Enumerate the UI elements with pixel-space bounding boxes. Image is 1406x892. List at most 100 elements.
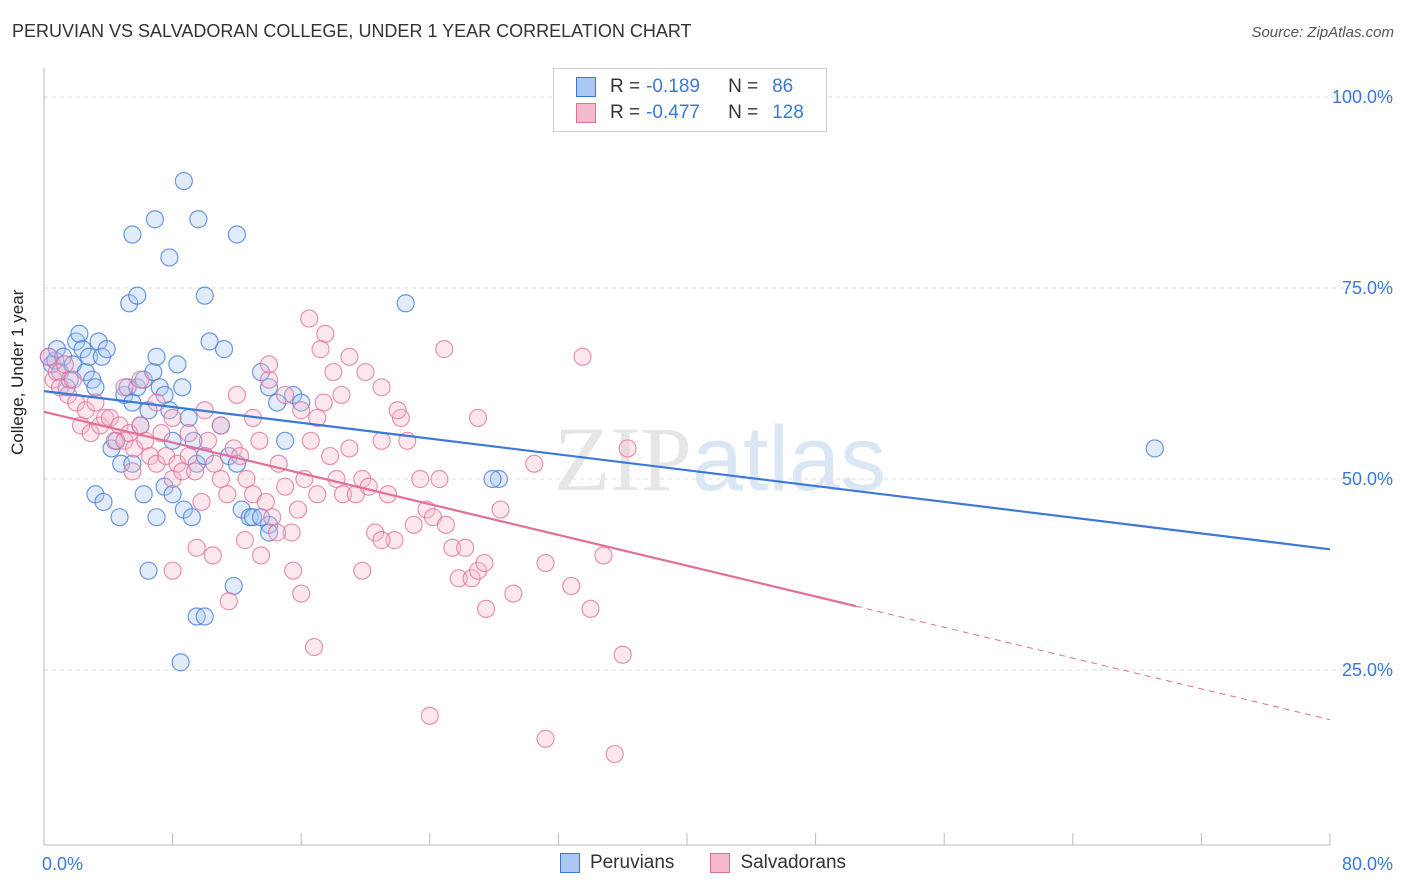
- point-salvadorans: [573, 347, 592, 366]
- legend-swatch-salvadorans: [576, 103, 596, 123]
- point-salvadorans: [356, 362, 375, 382]
- point-peruvians: [182, 508, 201, 527]
- point-salvadorans: [304, 637, 324, 657]
- legend-swatch-peruvians: [576, 77, 596, 97]
- point-peruvians: [128, 286, 147, 305]
- watermark: ZIPatlas: [554, 408, 886, 510]
- point-peruvians: [123, 225, 142, 244]
- point-peruvians: [134, 485, 153, 504]
- legend-r-label: R =: [610, 76, 641, 97]
- point-salvadorans: [259, 355, 279, 374]
- point-peruvians: [174, 171, 193, 191]
- point-salvadorans: [468, 561, 488, 580]
- point-salvadorans: [372, 378, 391, 397]
- point-peruvians: [489, 469, 509, 489]
- point-salvadorans: [203, 546, 222, 565]
- point-salvadorans: [491, 500, 510, 519]
- point-salvadorans: [179, 424, 198, 443]
- point-salvadorans: [187, 538, 206, 557]
- chart-source: Source: ZipAtlas.com: [1251, 24, 1394, 41]
- point-salvadorans: [333, 485, 353, 504]
- point-peruvians: [200, 332, 219, 351]
- point-salvadorans: [311, 340, 330, 359]
- point-salvadorans: [251, 546, 271, 565]
- point-salvadorans: [81, 424, 100, 443]
- point-salvadorans: [131, 416, 150, 435]
- point-salvadorans: [147, 393, 166, 412]
- trendline-extension-salvadorans: [855, 605, 1331, 721]
- point-salvadorans: [475, 553, 494, 573]
- chart-title: PERUVIAN VS SALVADORAN COLLEGE, UNDER 1 …: [12, 21, 692, 41]
- point-salvadorans: [340, 347, 359, 366]
- y-tick-label: 100.0%: [1332, 87, 1393, 107]
- point-salvadorans: [250, 431, 269, 450]
- point-peruvians: [1145, 439, 1164, 458]
- point-salvadorans: [301, 431, 320, 450]
- legend-r-value-peruvians: -0.189: [646, 76, 700, 97]
- point-salvadorans: [456, 538, 475, 557]
- point-salvadorans: [388, 401, 407, 420]
- point-peruvians: [195, 286, 214, 305]
- point-salvadorans: [359, 477, 378, 496]
- series-legend: Peruvians Salvadorans: [0, 852, 1406, 874]
- point-salvadorans: [288, 500, 308, 519]
- point-salvadorans: [198, 431, 218, 450]
- point-salvadorans: [562, 576, 581, 596]
- point-salvadorans: [420, 706, 439, 725]
- point-salvadorans: [292, 584, 311, 603]
- point-salvadorans: [300, 309, 319, 328]
- point-salvadorans: [256, 492, 275, 512]
- point-salvadorans: [263, 508, 282, 527]
- point-peruvians: [214, 340, 234, 359]
- point-salvadorans: [231, 446, 250, 466]
- point-salvadorans: [430, 469, 449, 489]
- point-salvadorans: [366, 523, 385, 542]
- point-salvadorans: [211, 469, 230, 489]
- point-peruvians: [259, 378, 279, 397]
- series-legend-peruvians[interactable]: Peruvians: [559, 852, 674, 874]
- y-tick-label: 25.0%: [1342, 660, 1393, 680]
- point-salvadorans: [618, 439, 637, 458]
- point-peruvians: [173, 378, 192, 397]
- x-tick-label-min: 0.0%: [42, 854, 83, 874]
- point-peruvians: [70, 324, 89, 343]
- point-salvadorans: [179, 446, 198, 466]
- point-peruvians: [97, 340, 116, 359]
- point-salvadorans: [237, 469, 256, 489]
- point-salvadorans: [227, 385, 246, 405]
- point-salvadorans: [372, 431, 391, 450]
- point-peruvians: [227, 225, 246, 244]
- point-salvadorans: [140, 446, 160, 466]
- point-salvadorans: [39, 347, 58, 366]
- point-salvadorans: [205, 454, 224, 473]
- point-peruvians: [145, 210, 165, 229]
- y-tick-label: 50.0%: [1342, 469, 1393, 489]
- point-peruvians: [86, 378, 105, 397]
- point-salvadorans: [504, 584, 523, 603]
- point-peruvians: [54, 347, 73, 366]
- point-salvadorans: [353, 561, 372, 580]
- point-salvadorans: [411, 469, 430, 489]
- point-salvadorans: [259, 370, 279, 389]
- point-peruvians: [147, 508, 166, 527]
- point-salvadorans: [324, 362, 343, 382]
- series-label-salvadorans: Salvadorans: [740, 852, 847, 873]
- point-salvadorans: [314, 393, 333, 412]
- point-peruvians: [139, 561, 158, 580]
- point-peruvians: [110, 508, 129, 527]
- point-peruvians: [292, 393, 311, 412]
- point-salvadorans: [211, 416, 230, 435]
- point-salvadorans: [282, 523, 301, 542]
- point-salvadorans: [186, 462, 205, 481]
- legend-n-value-salvadorans: 128: [772, 102, 804, 123]
- point-peruvians: [94, 492, 113, 512]
- point-peruvians: [168, 355, 187, 374]
- point-salvadorans: [536, 729, 555, 748]
- point-salvadorans: [235, 531, 255, 550]
- point-salvadorans: [372, 531, 391, 550]
- point-salvadorans: [443, 538, 462, 557]
- point-peruvians: [179, 408, 198, 427]
- series-legend-salvadorans[interactable]: Salvadorans: [710, 852, 846, 874]
- point-salvadorans: [613, 645, 632, 664]
- point-salvadorans: [100, 408, 120, 427]
